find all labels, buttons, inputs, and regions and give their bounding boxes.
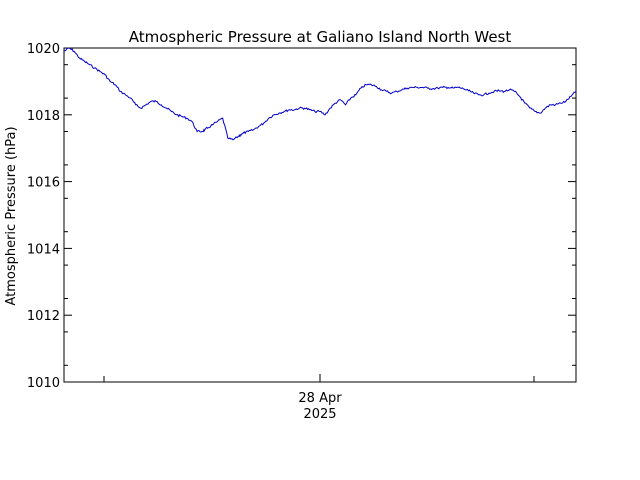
pressure-series-line [63, 47, 577, 141]
y-tick-label-1016: 1016 [27, 176, 60, 191]
y-tick-label-1014: 1014 [27, 242, 60, 257]
x-axis-ticks [103, 374, 535, 382]
x-tick-label-year: 2025 [303, 407, 336, 422]
y-axis-ticks: 1010 1012 1014 1016 1018 1020 [27, 42, 576, 391]
y-axis-minor-ticks [64, 64, 576, 366]
y-tick-label-1012: 1012 [27, 309, 60, 324]
x-tick-label-date: 28 Apr [298, 391, 342, 406]
y-tick-label-1020: 1020 [27, 42, 60, 57]
y-axis-label: Atmospheric Pressure (hPa) [4, 126, 19, 305]
plot-frame [63, 47, 577, 383]
y-tick-label-1018: 1018 [27, 109, 60, 124]
y-tick-label-1010: 1010 [27, 376, 60, 391]
chart-title: Atmospheric Pressure at Galiano Island N… [129, 28, 512, 46]
